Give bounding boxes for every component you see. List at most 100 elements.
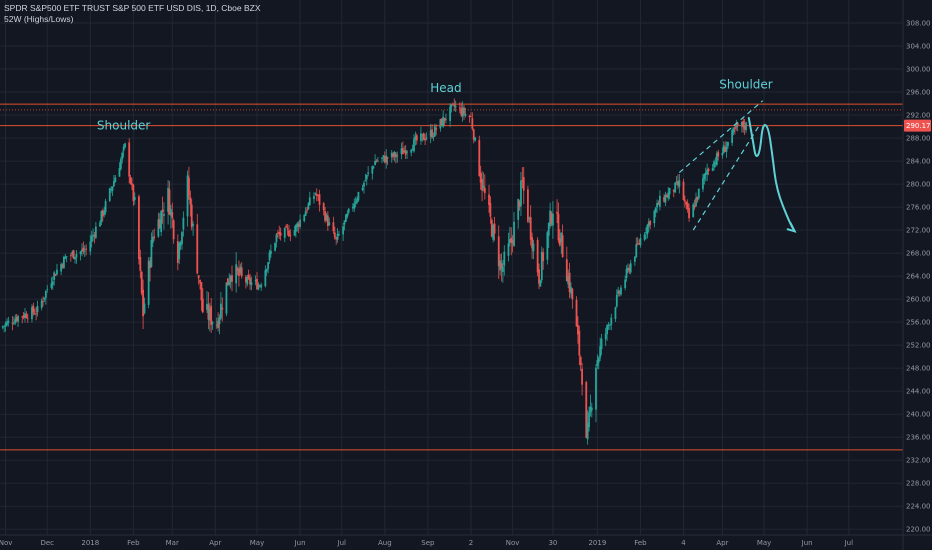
- candle-body: [351, 206, 354, 209]
- candle-body: [50, 283, 53, 288]
- candle-body: [649, 220, 652, 225]
- candle-body: [61, 264, 64, 267]
- candle-body: [51, 281, 54, 285]
- candle-body: [85, 248, 88, 250]
- wedge-upper-trendline: [678, 100, 764, 174]
- candle-body: [308, 197, 311, 206]
- candle-body: [707, 168, 710, 171]
- candle-body: [65, 256, 68, 258]
- candle-body: [678, 180, 681, 187]
- candle-body: [4, 323, 7, 327]
- candle-body: [313, 196, 315, 200]
- time-axis[interactable]: Nov Dec 2018 Feb Mar Apr May Jun Jul Aug Sep 2 Nov 30…: [0, 539, 853, 547]
- candle-body: [200, 282, 203, 301]
- candle-body: [461, 107, 464, 117]
- candle-body: [304, 211, 307, 216]
- wedge-lower-trendline: [692, 126, 760, 231]
- candle-body: [338, 234, 340, 235]
- candle-body: [439, 119, 442, 129]
- candle-body: [413, 138, 415, 152]
- candle-body: [385, 155, 388, 163]
- candle-body: [588, 412, 590, 428]
- candle-body: [190, 204, 193, 228]
- candle-body: [60, 264, 63, 272]
- candle-body: [217, 320, 220, 328]
- price-axis[interactable]: 220.00 224.00 228.00 232.00 236.00 240.00 244.…: [906, 20, 931, 534]
- candle-body: [510, 237, 513, 243]
- indicator-label[interactable]: 52W (Highs/Lows): [4, 14, 74, 24]
- candle-body: [454, 105, 457, 108]
- candle-body: [422, 133, 425, 141]
- time-tick-label: 2019: [588, 539, 606, 547]
- projection-arrow-head: [786, 222, 797, 233]
- candle-body: [15, 317, 18, 321]
- candle-body: [432, 136, 435, 138]
- candle-body: [219, 303, 222, 319]
- candle-body: [517, 199, 520, 220]
- candle-body: [228, 281, 231, 285]
- candle-body: [375, 160, 378, 162]
- candle-body: [267, 262, 270, 270]
- time-tick-label: Feb: [634, 539, 647, 547]
- candle-body: [490, 219, 493, 237]
- candle-body: [511, 240, 514, 244]
- candle-body: [256, 278, 258, 290]
- candle-body: [285, 225, 288, 228]
- candle-body: [463, 107, 465, 115]
- price-tick-label: 248.00: [906, 365, 931, 373]
- candle-body: [83, 250, 86, 252]
- candle-body: [595, 367, 597, 410]
- candle-body: [401, 148, 404, 155]
- candle-body: [683, 199, 686, 202]
- candle-body: [168, 189, 171, 215]
- candle-body: [169, 209, 172, 216]
- candle-body: [725, 146, 728, 152]
- candle-body: [410, 149, 413, 153]
- candle-body: [482, 185, 485, 188]
- candle-body: [249, 277, 251, 285]
- candle-body: [500, 263, 503, 269]
- candle-body: [335, 237, 338, 240]
- candle-body: [69, 255, 72, 257]
- candle-body: [17, 315, 19, 322]
- candle-body: [571, 288, 574, 300]
- candle-body: [81, 249, 83, 252]
- price-tick-label: 240.00: [906, 411, 931, 419]
- symbol-title[interactable]: SPDR S&P500 ETF TRUST S&P 500 ETF USD DI…: [4, 3, 261, 13]
- candle-body: [502, 266, 504, 272]
- candle-body: [260, 284, 263, 288]
- candle-body: [443, 117, 446, 121]
- candle-body: [400, 148, 403, 154]
- candle-body: [111, 186, 114, 191]
- candle-body: [303, 214, 306, 222]
- candle-body: [279, 232, 282, 236]
- candle-body: [645, 232, 647, 233]
- candle-body: [40, 300, 43, 308]
- candle-body: [558, 238, 561, 246]
- candle-body: [713, 161, 715, 168]
- candle-body: [192, 223, 195, 226]
- candle-body: [286, 228, 289, 230]
- candle-body: [128, 142, 131, 177]
- candle-body: [550, 213, 553, 224]
- price-tick-label: 224.00: [906, 503, 931, 511]
- time-tick-label: 2018: [81, 539, 99, 547]
- candle-body: [618, 291, 621, 293]
- candle-body: [521, 179, 524, 181]
- candle-body: [90, 236, 93, 243]
- candle-body: [172, 220, 175, 240]
- pattern-label: Shoulder: [97, 118, 151, 132]
- candle-body: [696, 196, 699, 200]
- candle-body: [357, 191, 360, 201]
- candle-body: [597, 357, 600, 363]
- candle-body: [199, 279, 201, 283]
- candle-body: [264, 270, 267, 287]
- candle-body: [14, 319, 17, 324]
- candle-body: [364, 180, 367, 181]
- candle-body: [479, 173, 482, 183]
- pattern-label: Head: [430, 81, 461, 95]
- candle-body: [211, 322, 214, 324]
- candle-body: [742, 121, 745, 128]
- candle-body: [546, 232, 549, 260]
